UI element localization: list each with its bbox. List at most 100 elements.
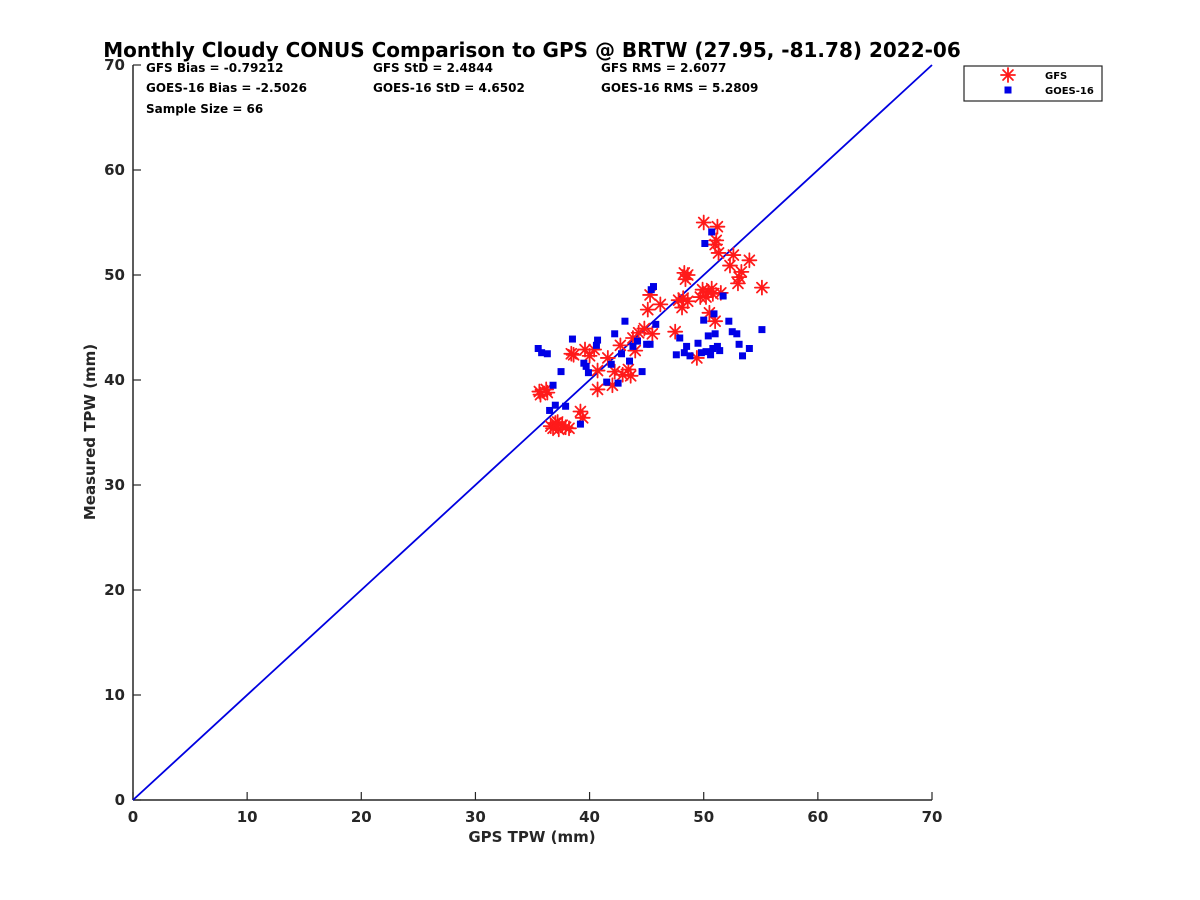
goes-16-point — [697, 349, 705, 357]
y-tick-label: 40 — [104, 371, 125, 389]
gfs-point — [679, 267, 696, 283]
gfs-point — [695, 214, 712, 231]
gfs-point — [708, 232, 725, 249]
goes-16-point — [735, 340, 743, 348]
y-ticks: 0 10 20 30 40 50 60 70 — [104, 56, 141, 809]
y-tick-label: 10 — [104, 686, 125, 704]
goes-16-point — [713, 342, 721, 350]
goes-16-point — [686, 352, 694, 360]
goes-16-point — [568, 335, 576, 343]
y-tick-label: 60 — [104, 161, 125, 179]
legend-goes-16-square-icon — [1004, 86, 1012, 94]
x-tick-label: 10 — [237, 808, 258, 826]
goes-16-point — [709, 345, 717, 352]
gfs-point — [612, 337, 629, 354]
goes-16-point — [758, 326, 766, 334]
goes-16-point — [733, 330, 741, 338]
goes-16-point — [543, 350, 551, 358]
y-axis-label: Measured TPW (mm) — [81, 344, 99, 520]
goes-16-point — [710, 310, 718, 318]
goes-16-point — [646, 340, 654, 348]
gfs-point — [644, 325, 661, 342]
chart-title: Monthly Cloudy CONUS Comparison to GPS @… — [103, 38, 961, 62]
goes-16-point — [745, 345, 753, 352]
x-tick-label: 30 — [465, 808, 486, 826]
gfs-std-text: GFS StD = 2.4844 — [373, 61, 493, 75]
gfs-point — [675, 290, 692, 307]
gfs-point — [725, 247, 742, 263]
goes-std-text: GOES-16 StD = 4.6502 — [373, 81, 525, 95]
gfs-bias-text: GFS Bias = -0.79212 — [146, 61, 283, 75]
goes-16-point — [716, 347, 724, 355]
goes-16-point — [557, 368, 565, 376]
legend-gfs-asterisk-icon — [1000, 67, 1016, 83]
goes-16-point — [702, 348, 710, 356]
gfs-point — [561, 420, 577, 437]
goes-16-point — [549, 381, 557, 389]
goes-16-point — [634, 337, 642, 345]
gfs-point — [639, 301, 656, 318]
goes-16-point — [538, 349, 546, 357]
x-ticks: 0 10 20 30 40 50 60 70 — [128, 792, 943, 826]
goes-16-point — [694, 339, 702, 347]
goes-16-point — [576, 420, 584, 428]
x-tick-label: 60 — [807, 808, 828, 826]
goes-16-point — [707, 351, 715, 359]
stats-annotations: GFS Bias = -0.79212 GFS StD = 2.4844 GFS… — [146, 61, 758, 116]
goes-bias-text: GOES-16 Bias = -2.5026 — [146, 81, 307, 95]
gfs-point — [589, 381, 606, 398]
goes-16-point — [683, 342, 691, 350]
legend-box — [963, 65, 1103, 102]
goes-16-point — [614, 379, 622, 387]
goes-16-point — [672, 351, 680, 359]
legend-gfs-label: GFS — [1045, 71, 1067, 82]
goes-16-point — [704, 332, 712, 340]
y-tick-label: 0 — [115, 791, 125, 809]
x-tick-label: 0 — [128, 808, 138, 826]
goes-16-point — [629, 342, 637, 350]
goes-16-point — [618, 350, 626, 358]
x-tick-label: 40 — [579, 808, 600, 826]
goes-16-point — [584, 369, 592, 377]
gfs-point — [589, 362, 606, 379]
legend-gfs-marker-shape — [1000, 67, 1016, 83]
x-axis-label: GPS TPW (mm) — [468, 828, 595, 846]
x-tick-label: 20 — [351, 808, 372, 826]
goes-16-point — [739, 352, 747, 360]
goes-16-point — [534, 345, 542, 352]
legend: GFS GOES-16 — [963, 65, 1103, 102]
goes-16-point — [626, 357, 634, 365]
goes-16-point — [676, 334, 684, 342]
chart-title-group: Monthly Cloudy CONUS Comparison to GPS @… — [103, 38, 961, 62]
goes-16-point — [701, 240, 709, 247]
goes-16-point — [680, 349, 688, 357]
y-tick-label: 30 — [104, 476, 125, 494]
gfs-point — [733, 263, 750, 280]
goes-16-point — [700, 316, 708, 324]
gfs-point — [622, 367, 639, 384]
legend-goes-16-label: GOES-16 — [1045, 86, 1094, 97]
goes-16-point — [711, 330, 719, 338]
goes-16-point — [621, 317, 629, 325]
gfs-point — [652, 296, 669, 313]
y-tick-label: 70 — [104, 56, 125, 74]
gfs-series — [531, 214, 770, 438]
goes-16-point — [592, 341, 600, 349]
goes-16-point — [725, 317, 733, 325]
goes-16-point — [728, 328, 736, 336]
goes-16-point — [551, 401, 559, 409]
y-tick-label: 50 — [104, 266, 125, 284]
one-to-one-reference-line — [132, 64, 933, 801]
axes — [132, 65, 932, 801]
gfs-point — [577, 341, 593, 358]
goes-16-point — [611, 330, 619, 338]
goes-16-point — [708, 228, 716, 236]
goes-rms-text: GOES-16 RMS = 5.2809 — [601, 81, 758, 95]
goes-16-point — [607, 360, 615, 368]
goes-16-point — [582, 362, 590, 370]
gfs-point — [572, 403, 589, 420]
goes-16-point — [652, 320, 660, 328]
x-tick-label: 70 — [922, 808, 943, 826]
gfs-point — [549, 414, 566, 430]
